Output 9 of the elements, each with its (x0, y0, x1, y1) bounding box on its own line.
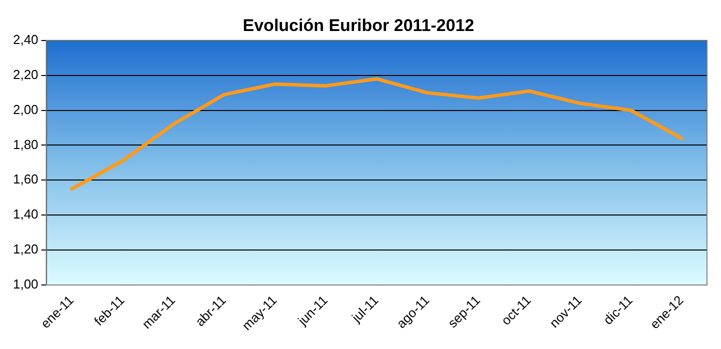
y-tick-label: 1,00 (12, 276, 38, 292)
y-tick-label: 1,80 (12, 136, 38, 152)
y-tick-label: 1,40 (12, 206, 38, 222)
y-tick-label: 2,00 (12, 102, 38, 117)
chart-title: Evolución Euribor 2011-2012 (242, 16, 474, 35)
y-tick-label: 1,20 (12, 242, 38, 257)
y-tick-label: 1,60 (12, 172, 38, 187)
y-tick-label: 2,40 (12, 32, 38, 47)
y-tick-label: 2,20 (12, 66, 38, 82)
